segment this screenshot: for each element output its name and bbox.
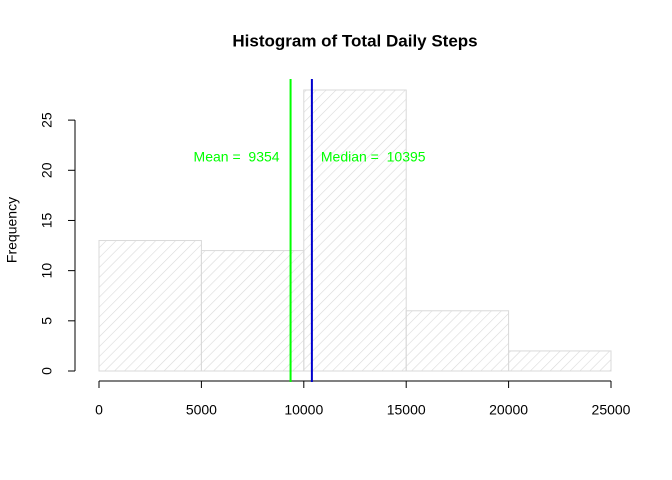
histogram-bar — [98, 240, 202, 372]
y-tick-label: 25 — [39, 112, 55, 128]
x-tick-label: 20000 — [489, 402, 528, 418]
histogram-bar — [405, 310, 510, 372]
chart-title: Histogram of Total Daily Steps — [232, 31, 477, 50]
histogram-bar — [303, 89, 407, 372]
annotation: Mean = 9354 — [194, 149, 280, 165]
x-tick-label: 10000 — [284, 402, 323, 418]
x-tick-label: 25000 — [592, 402, 631, 418]
x-tick-label: 15000 — [387, 402, 426, 418]
y-axis-label: Frequency — [4, 197, 20, 263]
histogram-bar — [508, 350, 612, 372]
y-tick-label: 20 — [39, 162, 55, 178]
y-tick-label: 0 — [39, 367, 55, 375]
y-tick-label: 15 — [39, 212, 55, 228]
x-tick-label: 0 — [95, 402, 103, 418]
histogram-bar — [200, 250, 305, 372]
x-tick-label: 5000 — [186, 402, 217, 418]
y-tick-label: 10 — [39, 263, 55, 279]
y-tick-label: 5 — [39, 317, 55, 325]
annotation: Median = 10395 — [321, 149, 426, 165]
